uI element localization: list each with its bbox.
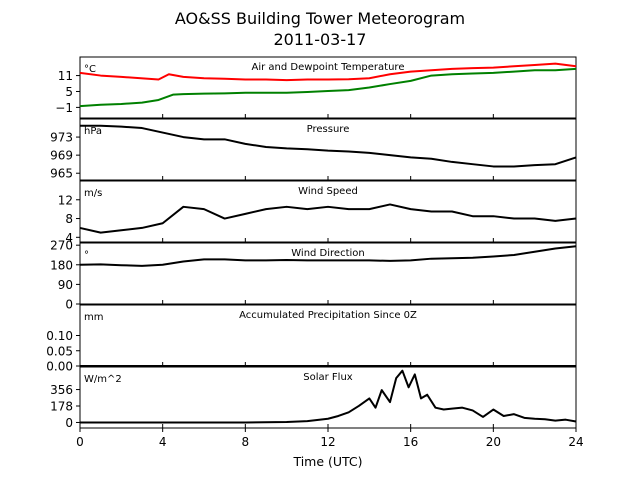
panel-accumulated-precipitation-since-0z: Accumulated Precipitation Since 0Z mm 0.10… (46, 304, 577, 374)
panel-wind-direction: Wind Direction ° 270 180 90 0 (50, 239, 577, 312)
panel-pressure: Pressure hPa 973 969 965 (50, 118, 577, 181)
y-tick-label: 356 (50, 383, 73, 397)
panel-title: Solar Flux (303, 372, 353, 383)
y-tick-label: 965 (50, 167, 73, 181)
panel-unit: mm (84, 312, 103, 323)
panel-title: Accumulated Precipitation Since 0Z (239, 310, 417, 321)
panel-title: Air and Dewpoint Temperature (252, 62, 405, 73)
series-line-1 (80, 369, 577, 424)
y-tick-label: 5 (65, 85, 73, 99)
figure-title-line2: 2011-03-17 (274, 30, 367, 49)
panel-title: Wind Speed (298, 186, 358, 197)
panel-air-and-dewpoint-temperature: Air and Dewpoint Temperature °C 11 5 −1 (55, 56, 577, 119)
y-tick-label: 0.00 (46, 360, 73, 374)
y-tick-label: 180 (50, 258, 73, 272)
y-tick-label: 0 (65, 298, 73, 312)
panel-wind-speed: Wind Speed m/s 12 8 4 (58, 180, 577, 245)
y-tick-label: 90 (58, 278, 73, 292)
panel-unit: hPa (84, 126, 102, 137)
y-tick-label: 973 (50, 131, 73, 145)
series-line-1 (79, 245, 577, 267)
y-tick-label: 4 (65, 231, 73, 245)
figure-title-line1: AO&SS Building Tower Meteorogram (175, 9, 465, 28)
y-tick-label: 0 (65, 416, 73, 430)
x-axis: 0 4 8 12 16 20 24 (76, 428, 584, 449)
y-tick-label: 0.05 (46, 344, 73, 358)
y-tick-label: 178 (50, 400, 73, 414)
series-line-2 (79, 67, 577, 108)
series-line-1 (79, 203, 577, 234)
x-tick-label: 0 (76, 435, 84, 449)
x-tick-label: 8 (242, 435, 250, 449)
panel-unit: W/m^2 (84, 374, 122, 385)
series-line-1 (80, 124, 577, 168)
series-line-1 (79, 62, 577, 82)
y-tick-label: 0.10 (46, 329, 73, 343)
panel-title: Wind Direction (291, 248, 365, 259)
x-tick-label: 12 (320, 435, 335, 449)
panel-solar-flux: Solar Flux W/m^2 356 178 0 (50, 366, 577, 430)
x-tick-label: 24 (568, 435, 583, 449)
panel-title: Pressure (307, 124, 350, 135)
x-axis-label: Time (UTC) (292, 454, 362, 469)
x-tick-label: 20 (486, 435, 501, 449)
y-tick-label: 969 (50, 149, 73, 163)
y-tick-label: 11 (58, 69, 73, 83)
x-tick-label: 4 (159, 435, 167, 449)
panel-unit: °C (84, 64, 96, 75)
y-tick-label: 12 (58, 193, 73, 207)
panel-unit: ° (84, 250, 89, 261)
y-tick-label: 270 (50, 239, 73, 253)
x-tick-label: 16 (403, 435, 418, 449)
y-tick-label: −1 (55, 101, 73, 115)
y-tick-label: 8 (65, 212, 73, 226)
panel-unit: m/s (84, 188, 102, 199)
panels-group: Air and Dewpoint Temperature °C 11 5 −1 Press… (46, 56, 577, 430)
